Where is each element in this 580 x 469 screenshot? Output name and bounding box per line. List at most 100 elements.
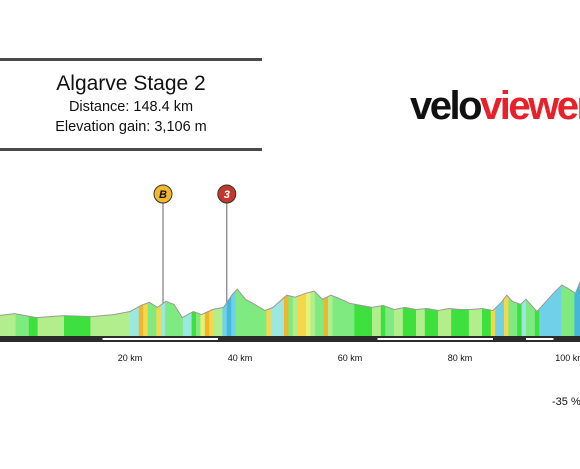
gradient-stripe-75 bbox=[328, 274, 333, 336]
gradient-stripe-60 bbox=[262, 274, 267, 336]
gradient-stripe-3 bbox=[11, 274, 16, 336]
stage-distance: Distance: 148.4 km bbox=[68, 99, 194, 115]
scale-note: -35 % bbox=[552, 396, 580, 408]
gradient-stripe-120 bbox=[526, 274, 531, 336]
gradient-stripe-16 bbox=[68, 274, 74, 336]
gradient-stripe-50 bbox=[218, 274, 223, 336]
gradient-stripe-109 bbox=[477, 274, 483, 336]
gradient-stripe-58 bbox=[253, 274, 258, 336]
gradient-stripe-53 bbox=[231, 274, 236, 336]
gradient-stripe-19 bbox=[81, 274, 87, 336]
gradient-stripe-2 bbox=[6, 274, 12, 336]
gradient-stripe-44 bbox=[191, 274, 197, 336]
gradient-stripe-83 bbox=[363, 274, 368, 336]
gradient-stripe-131 bbox=[574, 274, 580, 336]
gradient-stripe-128 bbox=[561, 274, 566, 336]
axis-bar-gap-2 bbox=[526, 338, 554, 340]
gradient-stripe-132 bbox=[578, 274, 580, 336]
gradient-stripe-124 bbox=[543, 274, 549, 336]
gradient-stripe-115 bbox=[504, 274, 509, 336]
gradient-stripe-126 bbox=[552, 274, 558, 336]
gradient-stripe-21 bbox=[90, 274, 96, 336]
gradient-stripe-114 bbox=[499, 274, 505, 336]
gradient-stripe-12 bbox=[50, 274, 56, 336]
gradient-stripe-64 bbox=[279, 274, 285, 336]
gradient-stripe-47 bbox=[204, 274, 210, 336]
gradient-stripe-96 bbox=[420, 274, 426, 336]
gradient-stripe-66 bbox=[288, 274, 294, 336]
gradient-stripe-54 bbox=[235, 274, 241, 336]
gradient-stripe-1 bbox=[2, 274, 8, 336]
gradient-stripe-86 bbox=[376, 274, 382, 336]
gradient-stripe-42 bbox=[182, 274, 188, 336]
profile-outline bbox=[0, 281, 580, 319]
gradient-stripe-123 bbox=[539, 274, 544, 336]
stage-elevation-gain: Elevation gain: 3,106 m bbox=[55, 119, 207, 135]
gradient-stripe-118 bbox=[517, 274, 522, 336]
gradient-stripe-93 bbox=[407, 274, 412, 336]
climb-marker-label-1: 3 bbox=[224, 189, 230, 201]
gradient-stripe-105 bbox=[460, 274, 465, 336]
gradient-stripe-76 bbox=[332, 274, 338, 336]
veloviewer-logo: veloviewer bbox=[410, 83, 580, 129]
gradient-stripe-61 bbox=[266, 274, 272, 336]
gradient-stripe-8 bbox=[33, 274, 38, 336]
gradient-stripe-55 bbox=[240, 274, 245, 336]
gradient-stripe-71 bbox=[310, 274, 316, 336]
gradient-stripe-25 bbox=[108, 274, 113, 336]
gradient-stripe-39 bbox=[169, 274, 175, 336]
gradient-stripe-102 bbox=[446, 274, 452, 336]
gradient-stripe-78 bbox=[341, 274, 346, 336]
gradient-stripe-112 bbox=[490, 274, 496, 336]
gradient-stripes bbox=[0, 274, 580, 336]
gradient-stripe-9 bbox=[37, 274, 43, 336]
gradient-stripe-4 bbox=[15, 274, 21, 336]
gradient-stripe-79 bbox=[345, 274, 351, 336]
gradient-stripe-82 bbox=[358, 274, 364, 336]
panel-top-rule bbox=[0, 58, 262, 61]
gradient-stripe-57 bbox=[248, 274, 254, 336]
gradient-stripe-7 bbox=[28, 274, 34, 336]
gradient-stripe-37 bbox=[160, 274, 166, 336]
gradient-stripe-18 bbox=[77, 274, 82, 336]
gradient-stripe-23 bbox=[99, 274, 104, 336]
logo-part-viewer: viewer bbox=[480, 84, 580, 128]
gradient-stripe-84 bbox=[367, 274, 373, 336]
gradient-stripe-130 bbox=[570, 274, 575, 336]
gradient-stripe-30 bbox=[130, 274, 135, 336]
gradient-stripe-14 bbox=[59, 274, 65, 336]
gradient-stripe-99 bbox=[433, 274, 439, 336]
gradient-stripe-122 bbox=[534, 274, 540, 336]
gradient-stripe-108 bbox=[473, 274, 478, 336]
gradient-stripe-119 bbox=[521, 274, 527, 336]
gradient-stripe-5 bbox=[20, 274, 25, 336]
gradient-stripe-33 bbox=[143, 274, 148, 336]
gradient-stripe-11 bbox=[46, 274, 52, 336]
gradient-stripe-40 bbox=[174, 274, 179, 336]
gradient-stripe-88 bbox=[385, 274, 390, 336]
gradient-stripe-103 bbox=[451, 274, 456, 336]
gradient-stripe-15 bbox=[64, 274, 69, 336]
axis-bar-gap-0 bbox=[102, 338, 218, 340]
gradient-stripe-26 bbox=[112, 274, 118, 336]
gradient-stripe-110 bbox=[482, 274, 487, 336]
climb-leader-lines bbox=[162, 203, 228, 304]
tick-label-1: 40 km bbox=[228, 353, 253, 363]
climb-marker-label-0: B bbox=[159, 189, 167, 201]
gradient-stripe-116 bbox=[508, 274, 514, 336]
gradient-stripe-127 bbox=[556, 274, 562, 336]
gradient-stripe-6 bbox=[24, 274, 30, 336]
gradient-stripe-10 bbox=[42, 274, 47, 336]
gradient-stripe-49 bbox=[213, 274, 219, 336]
gradient-stripe-129 bbox=[565, 274, 571, 336]
gradient-stripe-32 bbox=[138, 274, 144, 336]
gradient-stripe-63 bbox=[275, 274, 280, 336]
gradient-stripe-100 bbox=[438, 274, 443, 336]
gradient-stripe-91 bbox=[398, 274, 404, 336]
tick-label-4: 100 km bbox=[555, 353, 580, 363]
veloviewer-logo-art: veloviewer bbox=[410, 84, 580, 128]
gradient-stripe-17 bbox=[72, 274, 78, 336]
gradient-stripe-36 bbox=[156, 274, 162, 336]
tick-label-2: 60 km bbox=[338, 353, 363, 363]
gradient-stripe-29 bbox=[125, 274, 131, 336]
